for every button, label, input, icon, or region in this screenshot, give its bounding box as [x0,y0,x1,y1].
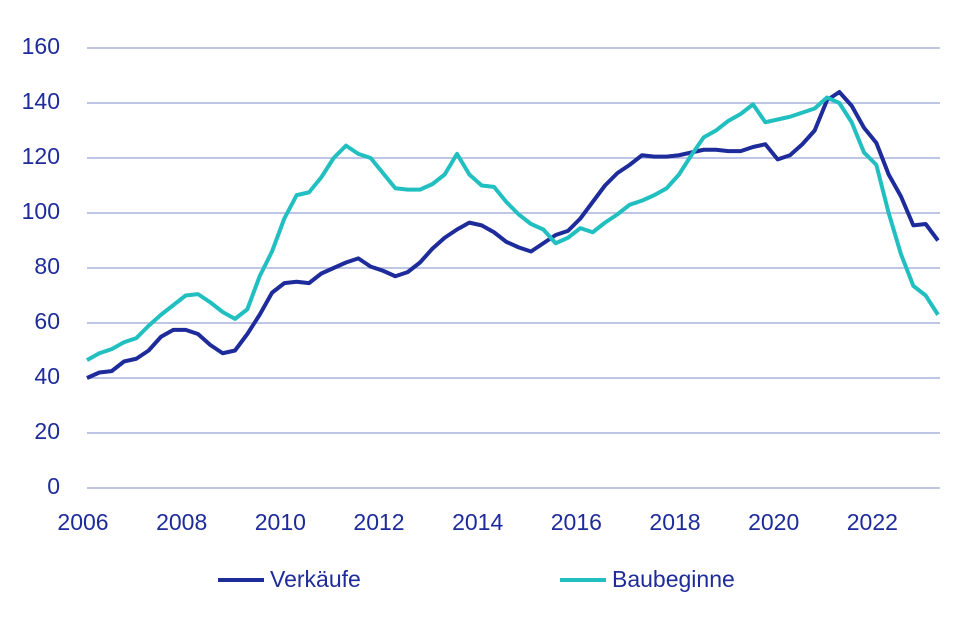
x-tick-label: 2018 [649,509,700,535]
x-tick-label: 2020 [748,509,799,535]
y-tick-label: 20 [34,418,60,444]
y-tick-label: 40 [34,363,60,389]
x-tick-label: 2006 [57,509,108,535]
x-tick-label: 2022 [847,509,898,535]
x-tick-label: 2014 [452,509,503,535]
y-tick-label: 140 [22,88,60,114]
y-tick-label: 60 [34,308,60,334]
y-tick-label: 120 [22,143,60,169]
x-tick-label: 2016 [551,509,602,535]
y-tick-label: 0 [47,473,60,499]
x-tick-label: 2008 [156,509,207,535]
legend-label: Baubeginne [612,566,735,592]
legend-label: Verkäufe [270,566,361,592]
x-tick-label: 2010 [255,509,306,535]
y-tick-label: 160 [22,33,60,59]
y-tick-label: 80 [34,253,60,279]
series-line [86,90,940,380]
series-line [86,95,940,362]
y-tick-label: 100 [22,198,60,224]
x-tick-label: 2012 [353,509,404,535]
